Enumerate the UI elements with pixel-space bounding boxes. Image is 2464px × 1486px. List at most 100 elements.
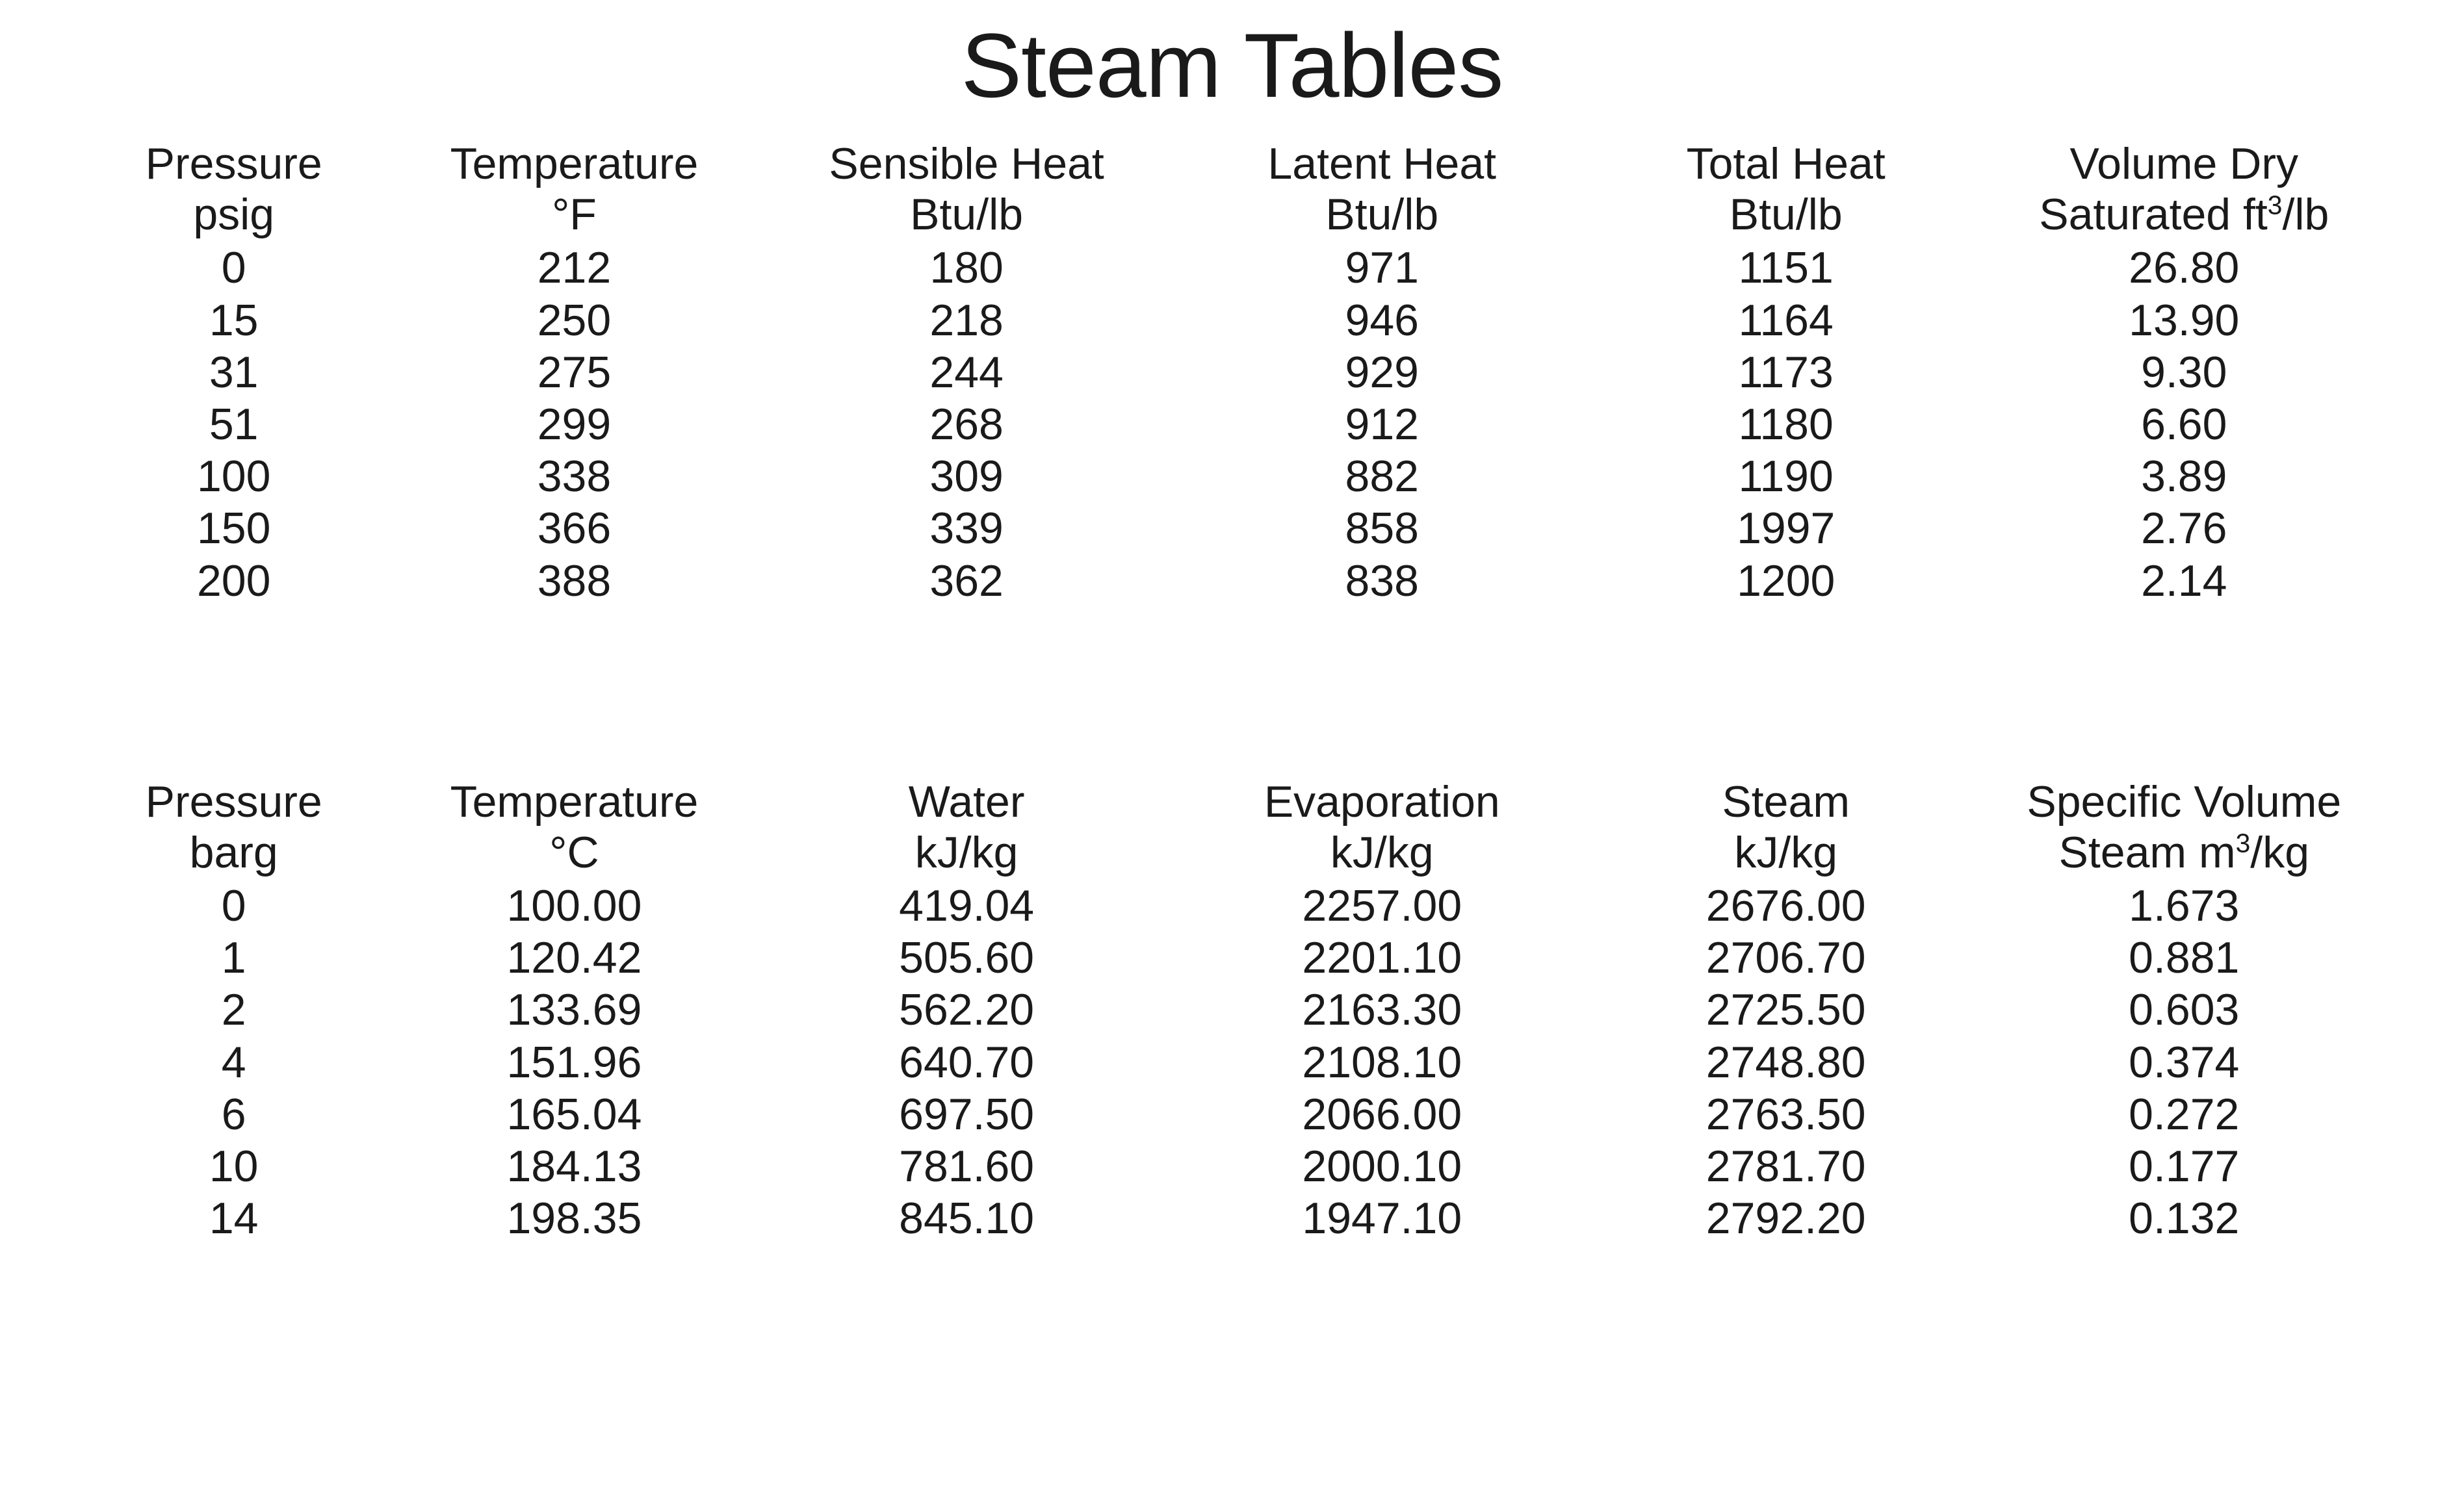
table-cell: 309 bbox=[759, 450, 1174, 502]
header-line2: kJ/kg bbox=[1180, 827, 1585, 878]
steam-table-metric: PressurebargTemperature°CWaterkJ/kgEvapo… bbox=[78, 776, 2386, 1245]
header-line1: Volume Dry bbox=[1988, 138, 2381, 189]
table-cell: 0.272 bbox=[1982, 1088, 2386, 1140]
table-row: 2133.69562.202163.302725.500.603 bbox=[78, 984, 2386, 1036]
table-row: 5129926891211806.60 bbox=[78, 398, 2386, 450]
table-cell: 858 bbox=[1174, 502, 1590, 554]
table-cell: 2257.00 bbox=[1174, 880, 1590, 932]
header-line1: Latent Heat bbox=[1180, 138, 1585, 189]
table-cell: 150 bbox=[78, 502, 389, 554]
table-cell: 15 bbox=[78, 294, 389, 346]
header-line1: Evaporation bbox=[1180, 776, 1585, 827]
table-cell: 275 bbox=[389, 346, 759, 398]
header-line2: kJ/kg bbox=[764, 827, 1169, 878]
table-cell: 212 bbox=[389, 242, 759, 294]
header-line1: Specific Volume bbox=[1988, 776, 2381, 827]
table-cell: 13.90 bbox=[1982, 294, 2386, 346]
table-cell: 2163.30 bbox=[1174, 984, 1590, 1036]
header-row: PressurepsigTemperature°FSensible HeatBt… bbox=[78, 138, 2386, 242]
column-header: Specific VolumeSteam m3/kg bbox=[1982, 776, 2386, 880]
table-row: 10033830988211903.89 bbox=[78, 450, 2386, 502]
table-cell: 268 bbox=[759, 398, 1174, 450]
table-cell: 2792.20 bbox=[1590, 1192, 1982, 1244]
page-title: Steam Tables bbox=[78, 13, 2386, 118]
table-row: 15036633985819972.76 bbox=[78, 502, 2386, 554]
table-cell: 26.80 bbox=[1982, 242, 2386, 294]
table-cell: 6 bbox=[78, 1088, 389, 1140]
table-cell: 505.60 bbox=[759, 932, 1174, 984]
table-cell: 1947.10 bbox=[1174, 1192, 1590, 1244]
header-line2: barg bbox=[83, 827, 384, 878]
table-cell: 946 bbox=[1174, 294, 1590, 346]
table-row: 15250218946116413.90 bbox=[78, 294, 2386, 346]
table-cell: 184.13 bbox=[389, 1140, 759, 1192]
table-cell: 1 bbox=[78, 932, 389, 984]
table-cell: 838 bbox=[1174, 555, 1590, 607]
table-body: 0212180971115126.8015250218946116413.903… bbox=[78, 242, 2386, 606]
table-cell: 10 bbox=[78, 1140, 389, 1192]
table-cell: 1173 bbox=[1590, 346, 1982, 398]
header-line1: Pressure bbox=[83, 138, 384, 189]
table-cell: 882 bbox=[1174, 450, 1590, 502]
table-cell: 200 bbox=[78, 555, 389, 607]
column-header: Latent HeatBtu/lb bbox=[1174, 138, 1590, 242]
table-cell: 0.374 bbox=[1982, 1036, 2386, 1088]
table-cell: 14 bbox=[78, 1192, 389, 1244]
header-line2: psig bbox=[83, 189, 384, 240]
table-row: 0212180971115126.80 bbox=[78, 242, 2386, 294]
table-cell: 845.10 bbox=[759, 1192, 1174, 1244]
table-cell: 562.20 bbox=[759, 984, 1174, 1036]
table-cell: 244 bbox=[759, 346, 1174, 398]
table-cell: 1200 bbox=[1590, 555, 1982, 607]
table-cell: 1180 bbox=[1590, 398, 1982, 450]
table-cell: 0.881 bbox=[1982, 932, 2386, 984]
table-cell: 0.603 bbox=[1982, 984, 2386, 1036]
table-cell: 4 bbox=[78, 1036, 389, 1088]
column-header: Temperature°C bbox=[389, 776, 759, 880]
table-body: 0100.00419.042257.002676.001.6731120.425… bbox=[78, 880, 2386, 1244]
table-cell: 2.14 bbox=[1982, 555, 2386, 607]
column-header: WaterkJ/kg bbox=[759, 776, 1174, 880]
header-line2: Steam m3/kg bbox=[1988, 827, 2381, 878]
table-cell: 165.04 bbox=[389, 1088, 759, 1140]
table-cell: 419.04 bbox=[759, 880, 1174, 932]
table-cell: 929 bbox=[1174, 346, 1590, 398]
header-line1: Temperature bbox=[395, 776, 753, 827]
header-line2: Btu/lb bbox=[1595, 189, 1977, 240]
column-header: Sensible HeatBtu/lb bbox=[759, 138, 1174, 242]
table-cell: 31 bbox=[78, 346, 389, 398]
table-cell: 1164 bbox=[1590, 294, 1982, 346]
column-header: EvaporationkJ/kg bbox=[1174, 776, 1590, 880]
table-row: 6165.04697.502066.002763.500.272 bbox=[78, 1088, 2386, 1140]
table-cell: 2 bbox=[78, 984, 389, 1036]
column-header: Pressurebarg bbox=[78, 776, 389, 880]
table-cell: 338 bbox=[389, 450, 759, 502]
table-cell: 2748.80 bbox=[1590, 1036, 1982, 1088]
table-cell: 2676.00 bbox=[1590, 880, 1982, 932]
table-cell: 1.673 bbox=[1982, 880, 2386, 932]
table-cell: 388 bbox=[389, 555, 759, 607]
table-cell: 912 bbox=[1174, 398, 1590, 450]
column-header: Temperature°F bbox=[389, 138, 759, 242]
table-cell: 640.70 bbox=[759, 1036, 1174, 1088]
table-cell: 2706.70 bbox=[1590, 932, 1982, 984]
header-line2: °F bbox=[395, 189, 753, 240]
table-cell: 0.132 bbox=[1982, 1192, 2386, 1244]
table-cell: 218 bbox=[759, 294, 1174, 346]
table-row: 1120.42505.602201.102706.700.881 bbox=[78, 932, 2386, 984]
table-cell: 133.69 bbox=[389, 984, 759, 1036]
table-cell: 120.42 bbox=[389, 932, 759, 984]
table-metric: PressurebargTemperature°CWaterkJ/kgEvapo… bbox=[78, 776, 2386, 1245]
table-cell: 2725.50 bbox=[1590, 984, 1982, 1036]
table-row: 0100.00419.042257.002676.001.673 bbox=[78, 880, 2386, 932]
table-cell: 100 bbox=[78, 450, 389, 502]
table-cell: 0 bbox=[78, 880, 389, 932]
header-line2: °C bbox=[395, 827, 753, 878]
table-cell: 971 bbox=[1174, 242, 1590, 294]
column-header: Volume DrySaturated ft3/lb bbox=[1982, 138, 2386, 242]
table-head: PressurepsigTemperature°FSensible HeatBt… bbox=[78, 138, 2386, 242]
steam-table-imperial: PressurepsigTemperature°FSensible HeatBt… bbox=[78, 138, 2386, 607]
header-line2: kJ/kg bbox=[1595, 827, 1977, 878]
table-cell: 2763.50 bbox=[1590, 1088, 1982, 1140]
table-cell: 6.60 bbox=[1982, 398, 2386, 450]
